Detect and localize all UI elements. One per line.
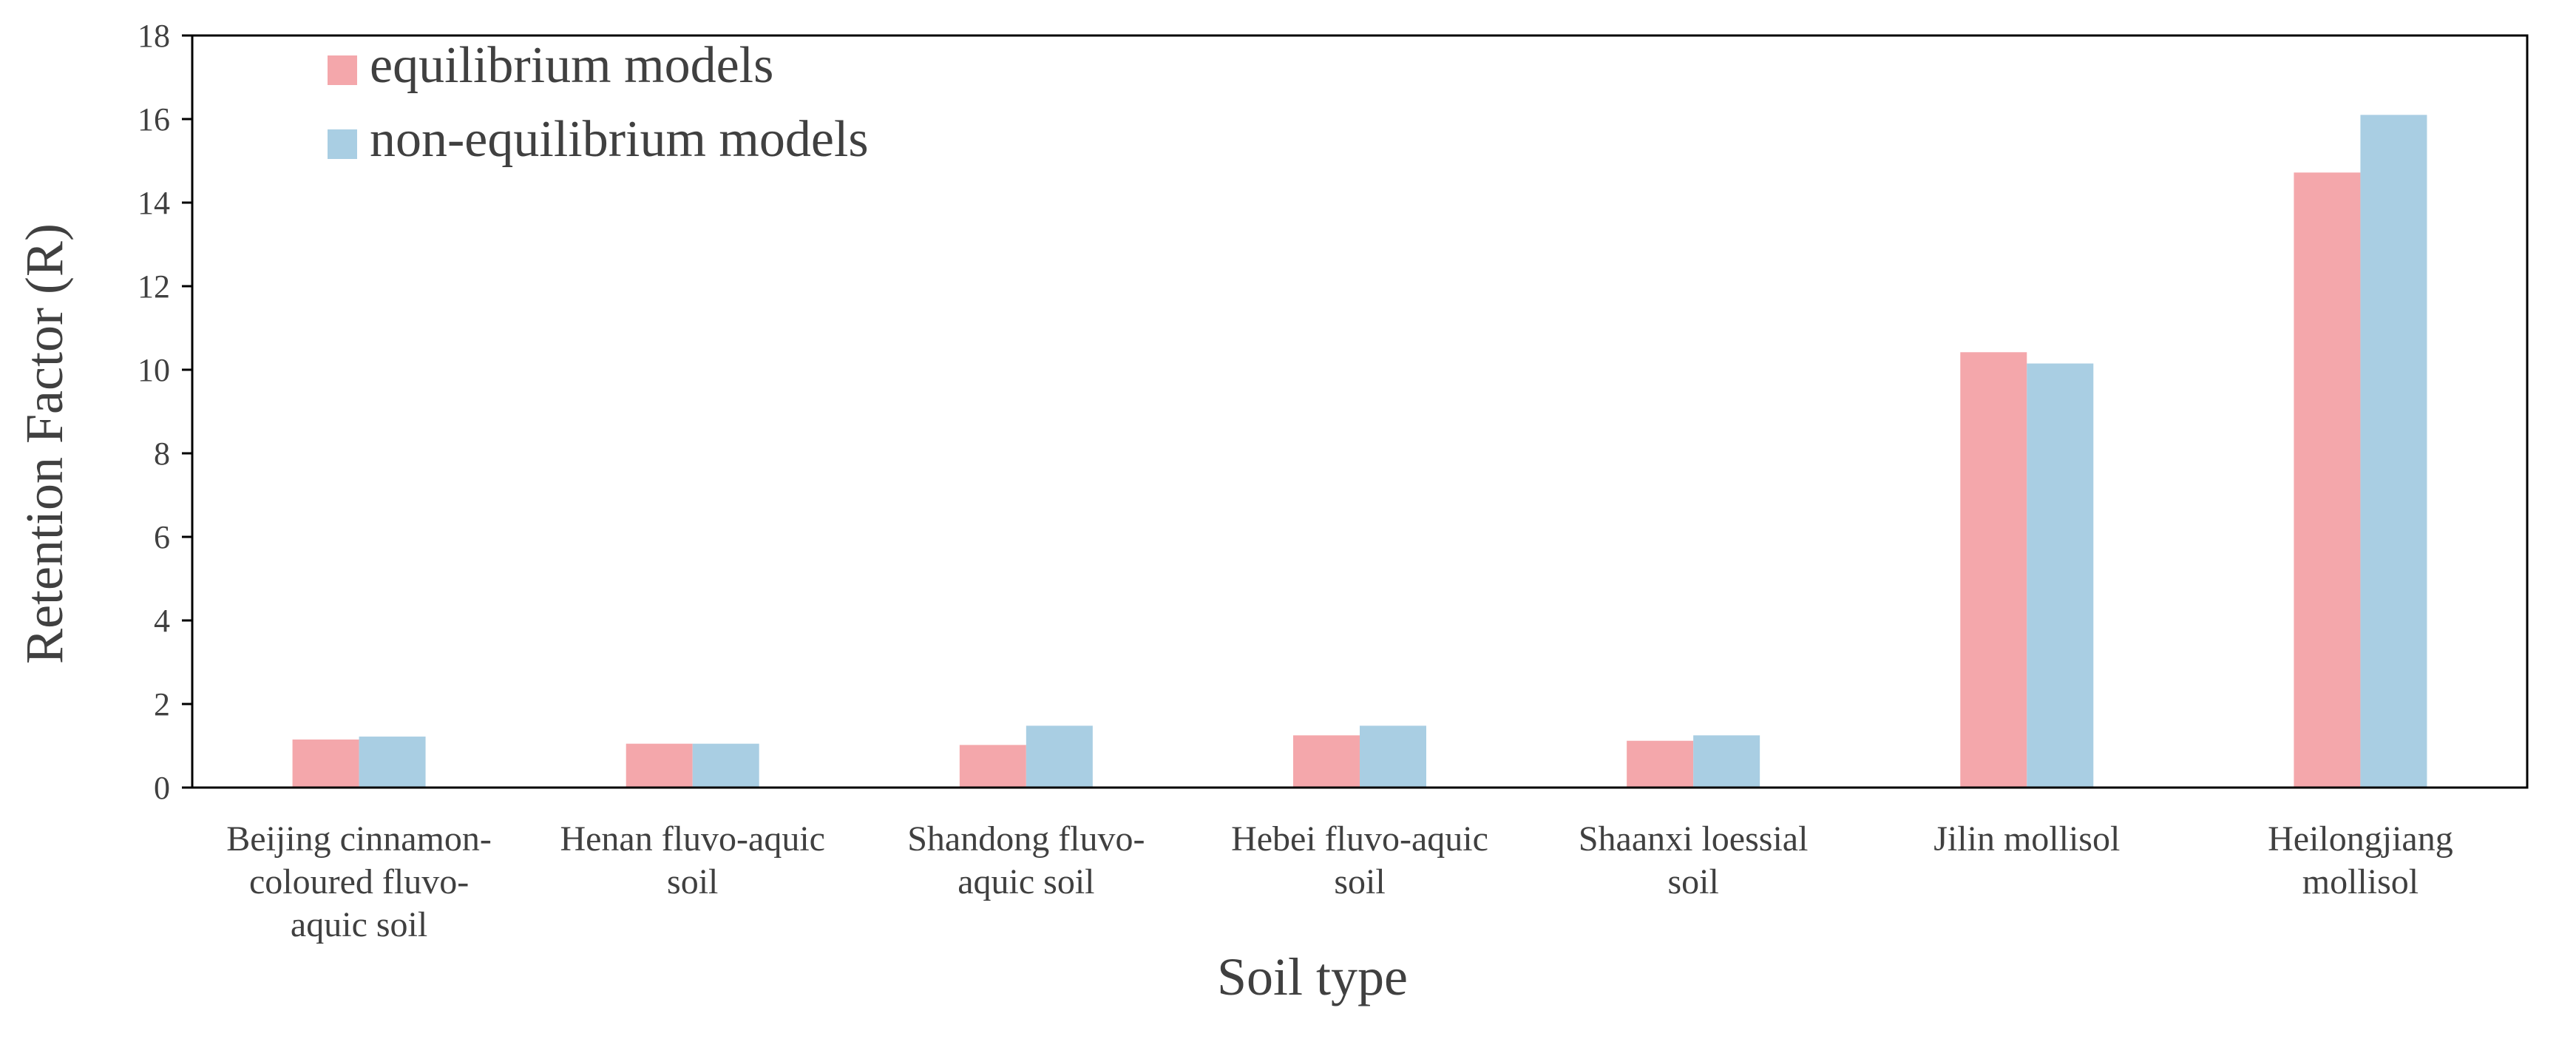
legend-swatch-0 — [328, 55, 357, 85]
bar-equilibrium-2 — [959, 745, 1026, 788]
x-tick-label-line: soil — [667, 862, 718, 901]
y-tick-label: 18 — [138, 18, 170, 54]
y-tick-label: 16 — [138, 101, 170, 138]
y-tick-label: 4 — [154, 603, 170, 639]
x-tick-label: Shaanxi loessial soil — [1579, 819, 1809, 901]
plot-area — [292, 115, 2427, 788]
x-axis-title: Soil type — [1217, 947, 1408, 1006]
y-tick-label: 8 — [154, 436, 170, 472]
bar-non-equilibrium-0 — [359, 737, 426, 788]
bar-non-equilibrium-2 — [1026, 725, 1093, 788]
bar-non-equilibrium-5 — [2027, 363, 2094, 788]
bar-non-equilibrium-4 — [1693, 735, 1760, 788]
bar-equilibrium-6 — [2294, 172, 2361, 788]
bar-non-equilibrium-3 — [1360, 725, 1426, 788]
legend-swatch-1 — [328, 129, 357, 159]
bar-equilibrium-5 — [1960, 352, 2027, 788]
x-tick-label: Jilin mollisol — [1933, 819, 2120, 859]
x-tick-label-line: coloured fluvo- — [249, 862, 469, 901]
x-tick-label-line: Beijing cinnamon- — [226, 819, 492, 859]
x-tick-label-line: Shaanxi loessial — [1579, 819, 1809, 859]
bar-non-equilibrium-1 — [692, 743, 759, 788]
legend: equilibrium models non-equilibrium models — [328, 37, 869, 168]
x-tick-label-line: Heilongjiang — [2268, 819, 2453, 859]
x-tick-label: Henan fluvo-aquic soil — [560, 819, 825, 901]
bar-equilibrium-1 — [626, 743, 693, 788]
bar-equilibrium-4 — [1627, 740, 1694, 788]
x-tick-label: Beijing cinnamon-coloured fluvo-aquic so… — [226, 819, 492, 944]
x-tick-label-line: Hebei fluvo-aquic — [1231, 819, 1488, 859]
x-tick-label-line: aquic soil — [957, 862, 1094, 901]
bar-equilibrium-3 — [1293, 735, 1360, 788]
x-tick-label: Shandong fluvo-aquic soil — [907, 819, 1145, 901]
x-tick-label-line: mollisol — [2302, 862, 2419, 901]
x-tick-label: Heilongjiang mollisol — [2268, 819, 2453, 901]
y-tick-label: 6 — [154, 519, 170, 555]
y-tick-label: 14 — [138, 185, 170, 221]
x-tick-label-line: aquic soil — [291, 905, 427, 944]
plot-frame — [191, 34, 2529, 789]
y-tick-label: 2 — [154, 686, 170, 722]
legend-label-1: non-equilibrium models — [370, 111, 869, 168]
y-axis-title: Retention Factor (R) — [15, 223, 74, 664]
x-tick-label-line: soil — [1334, 862, 1385, 901]
bar-equilibrium-0 — [292, 740, 359, 788]
x-tick-label: Hebei fluvo-aquic soil — [1231, 819, 1488, 901]
x-tick-label-line: Shandong fluvo- — [907, 819, 1145, 859]
x-tick-label-line: Henan fluvo-aquic — [560, 819, 825, 859]
x-tick-label-line: Jilin mollisol — [1933, 819, 2120, 859]
legend-label-0: equilibrium models — [370, 37, 773, 94]
y-tick-label: 0 — [154, 770, 170, 806]
y-tick-label: 10 — [138, 352, 170, 388]
x-tick-label-line: soil — [1667, 862, 1718, 901]
axes: 0 2 4 6 8 10 12 14 16 18 Beijing cinnamon-coloured… — [138, 18, 2529, 944]
bar-non-equilibrium-6 — [2360, 115, 2427, 788]
y-tick-label: 12 — [138, 268, 170, 305]
